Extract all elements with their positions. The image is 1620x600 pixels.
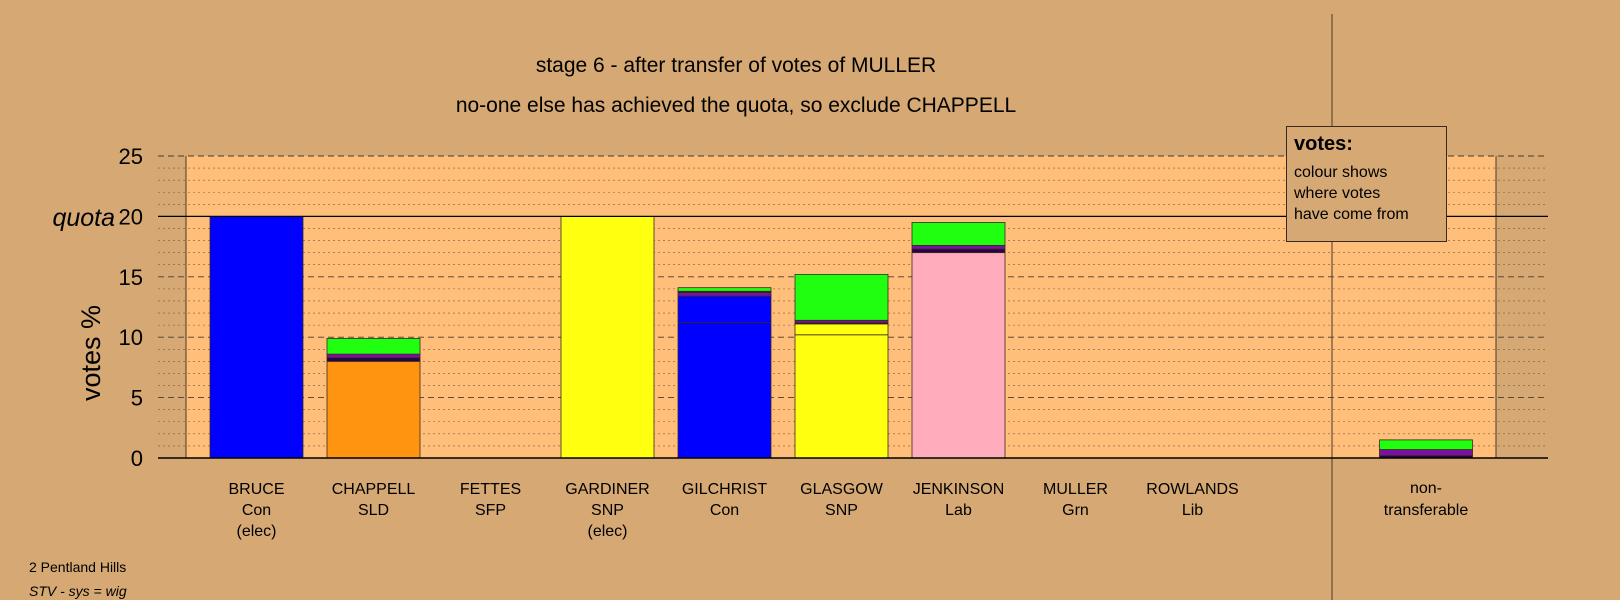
x-label-jenkinson-party: Lab [945, 502, 972, 519]
legend: votes: colour shows where votes have com… [1286, 126, 1447, 242]
x-label-jenkinson-name: JENKINSON [913, 481, 1005, 498]
legend-line-1: colour shows [1294, 164, 1388, 181]
x-label-gardiner-note: (elec) [587, 523, 627, 540]
bar-chappell-segment-3 [326, 353, 421, 359]
x-label-bruce-party: Con [242, 502, 271, 519]
bar-gilchrist-segment-1 [677, 322, 772, 459]
bar-chappell-segment-1 [326, 360, 421, 459]
bar-gilchrist-segment-3 [677, 292, 772, 297]
legend-title: votes: [1294, 133, 1353, 155]
bar-jenkinson-segment-3 [911, 244, 1006, 250]
x-label-rowlands-party: Lib [1182, 502, 1203, 519]
x-label-gardiner-party: SNP [591, 502, 624, 519]
y-axis-label: votes % [76, 305, 106, 401]
x-label-chappell-party: SLD [358, 502, 389, 519]
bar-glasgow-segment-1 [794, 334, 889, 459]
x-label-glasgow-name: GLASGOW [800, 481, 884, 498]
bar-nontransferable-segment-3 [1379, 439, 1473, 450]
bar-glasgow-segment-5 [794, 273, 889, 321]
x-label-gilchrist-name: GILCHRIST [682, 481, 768, 498]
bar-jenkinson-segment-2 [911, 248, 1006, 254]
chart-subtitle: no-one else has achieved the quota, so e… [456, 94, 1016, 117]
x-label-fettes-party: SFP [475, 502, 506, 519]
y-tick-label-15: 15 [119, 265, 143, 290]
x-label-glasgow-party: SNP [825, 502, 858, 519]
bar-jenkinson-segment-4 [911, 222, 1006, 246]
bar-glasgow-segment-2 [794, 323, 889, 336]
bar-gilchrist-segment-5 [677, 287, 772, 292]
bar-chappell-segment-2 [326, 357, 421, 362]
x-label-muller-name: MULLER [1043, 481, 1108, 498]
x-label-nontransferable-1: non- [1410, 480, 1442, 497]
bar-jenkinson-segment-1 [911, 252, 1006, 459]
chart-title: stage 6 - after transfer of votes of MUL… [536, 54, 936, 77]
y-tick-label-5: 5 [131, 386, 143, 411]
x-label-bruce-note: (elec) [236, 523, 276, 540]
x-label-bruce-name: BRUCE [228, 481, 284, 498]
bar-gilchrist-segment-2 [677, 295, 772, 324]
x-label-nontransferable-2: transferable [1384, 502, 1469, 519]
constituency-label: 2 Pentland Hills [29, 559, 127, 575]
x-label-muller-party: Grn [1062, 502, 1089, 519]
x-labels: BRUCE Con (elec) CHAPPELL SLD FETTES SFP GARDIN… [228, 480, 1468, 540]
y-tick-label-20: 20 [119, 204, 143, 229]
y-tick-label-0: 0 [131, 446, 143, 471]
bar-chappell-segment-4 [326, 338, 421, 355]
y-tick-label-10: 10 [119, 325, 143, 350]
x-label-chappell-name: CHAPPELL [332, 481, 416, 498]
legend-line-2: where votes [1294, 185, 1381, 202]
x-label-fettes-name: FETTES [460, 481, 521, 498]
bar-bruce-segment-1 [209, 215, 304, 459]
y-tick-label-25: 25 [119, 144, 143, 169]
bar-gardiner-segment-1 [560, 215, 655, 459]
bars [209, 215, 1473, 459]
x-label-rowlands-name: ROWLANDS [1146, 481, 1238, 498]
quota-label: quota [52, 204, 115, 232]
bar-nontransferable-segment-2 [1379, 449, 1473, 456]
legend-line-3: have come from [1294, 206, 1409, 223]
system-label: STV - sys = wig [29, 583, 127, 599]
x-label-gilchrist-party: Con [710, 502, 739, 519]
x-label-gardiner-name: GARDINER [565, 481, 649, 498]
